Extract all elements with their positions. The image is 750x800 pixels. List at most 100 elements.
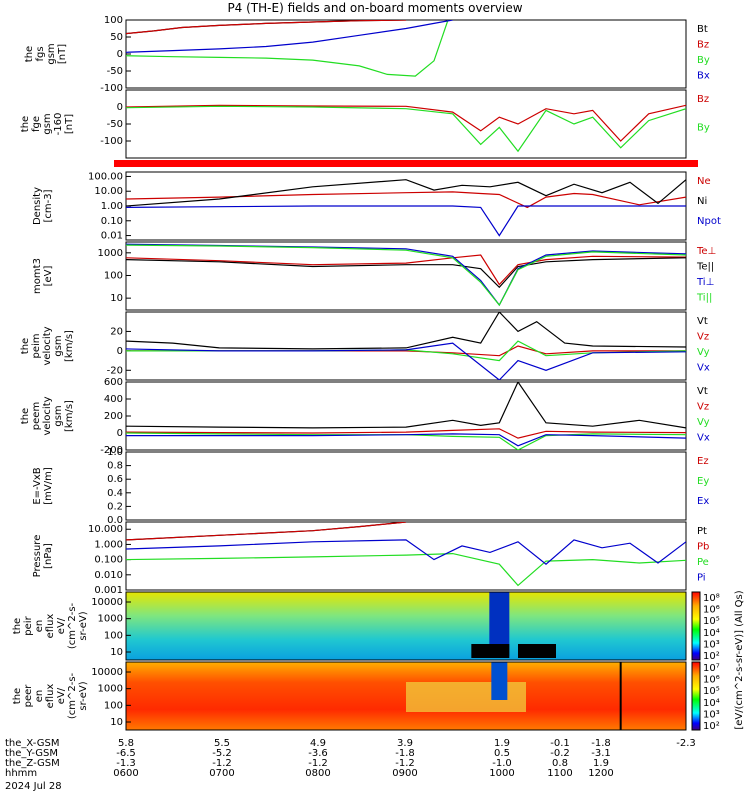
- x-row-label: the_X-GSM: [5, 738, 59, 749]
- legend-entry: Vy: [697, 417, 710, 428]
- y-axis-label: gsm: [53, 405, 64, 426]
- series-line-Ti⊥: [126, 243, 686, 307]
- legend-entry: Vt: [697, 386, 708, 397]
- panel-fge: [125, 89, 687, 159]
- colorbar-tick-label: 10⁸: [703, 593, 720, 604]
- series-line-Te⊥: [126, 254, 686, 286]
- legend-entry: Vx: [697, 362, 710, 373]
- legend-entry: Pe: [697, 557, 709, 568]
- spectrogram-gap: [489, 592, 510, 656]
- y-tick-label: -50: [107, 66, 123, 77]
- series-line-Ni: [126, 179, 686, 207]
- colorbar-tick-label: 10²: [703, 651, 720, 662]
- y-axis-label: (cm^2-s-: [67, 602, 78, 649]
- legend-entry: Te⊥: [696, 246, 716, 257]
- y-axis-label: gsm: [53, 335, 64, 356]
- y-axis-label: [km/s]: [64, 400, 75, 432]
- x-row-label: the_Z-GSM: [5, 758, 60, 769]
- legend-entry: Pb: [697, 541, 709, 552]
- y-tick-label: 100: [104, 270, 123, 281]
- series-line-Ti||: [126, 244, 686, 307]
- legend-entry: Bz: [697, 94, 709, 105]
- panel-frame: [125, 451, 687, 521]
- x-tick-label: 0.5: [494, 748, 510, 759]
- y-tick-label: 0.0: [107, 515, 123, 526]
- panel-fgs: [125, 19, 687, 89]
- y-tick-label: 100: [104, 630, 123, 641]
- y-tick-label: -200: [100, 445, 123, 456]
- panel-frame: [125, 591, 687, 661]
- y-tick-label: 400: [104, 394, 123, 405]
- y-axis-label: Density: [32, 187, 43, 225]
- panel-frame: [125, 521, 687, 591]
- legend-entry: Pi: [697, 572, 706, 583]
- colorbar-tick-label: 10²: [703, 721, 720, 732]
- y-tick-label: 1.00: [101, 201, 123, 212]
- x-tick-label: 0600: [113, 768, 138, 779]
- series-line-Vx: [126, 342, 686, 380]
- y-tick-label: 0: [117, 428, 123, 439]
- panel-density: [125, 171, 687, 241]
- legend-entry: Ni: [697, 196, 707, 207]
- y-axis-label: Pressure: [32, 535, 43, 578]
- y-axis-label: en: [34, 620, 45, 633]
- spectrogram-gap: [491, 662, 508, 700]
- y-tick-label: 0.4: [107, 488, 123, 499]
- y-tick-label: 0: [117, 102, 123, 113]
- x-tick-label: 5.5: [214, 738, 230, 749]
- y-axis-label: gsm: [46, 43, 57, 64]
- colorbar-tick-label: 10⁵: [703, 616, 720, 627]
- y-tick-label: 10: [110, 647, 123, 658]
- y-tick-label: -100: [100, 136, 123, 147]
- legend-entry: Vt: [697, 316, 708, 327]
- x-tick-label: -1.2: [212, 758, 232, 769]
- series-group-pressure: [126, 522, 686, 587]
- y-axis-label: [nT]: [57, 44, 68, 64]
- y-tick-label: 1000: [98, 614, 123, 625]
- series-line-Vz: [126, 428, 686, 439]
- series-line-Bz: [126, 20, 407, 35]
- y-axis-label: the: [20, 338, 31, 354]
- x-row-label: the_Y-GSM: [5, 748, 58, 759]
- legend-entry: Ne: [697, 176, 711, 187]
- legend-entry: Bt: [697, 24, 708, 35]
- y-tick-label: 1000: [98, 684, 123, 695]
- y-axis-label: velocity: [42, 326, 53, 365]
- legend-entry: Ey: [697, 476, 709, 487]
- y-axis-label: momt3: [32, 258, 43, 294]
- x-tick-label: 0.8: [552, 758, 568, 769]
- legend-entry: Vy: [697, 347, 710, 358]
- series-group-peem: [126, 382, 686, 450]
- y-tick-label: 10000: [91, 667, 123, 678]
- y-tick-label: 10: [110, 293, 123, 304]
- y-axis-label: [eV]: [43, 266, 54, 287]
- panel-peim: [125, 311, 687, 381]
- y-axis-label: peim: [31, 333, 42, 358]
- spectrogram-feature: [406, 682, 526, 712]
- x-tick-label: -0.1: [550, 738, 570, 749]
- panel-frame: [125, 241, 687, 311]
- y-tick-label: 100: [104, 15, 123, 26]
- date-label: 2024 Jul 28: [5, 781, 62, 792]
- y-axis-label: eV/: [56, 617, 67, 634]
- spectrogram-low-counts: [518, 644, 556, 658]
- panel-peer: [125, 661, 687, 731]
- x-tick-label: 1200: [588, 768, 613, 779]
- y-tick-label: 100: [104, 700, 123, 711]
- x-tick-label: 5.8: [118, 738, 134, 749]
- y-axis-label: eflux: [45, 614, 56, 639]
- y-tick-label: 0.8: [107, 461, 123, 472]
- legend-entry: Bz: [697, 39, 709, 50]
- y-axis-label: velocity: [42, 396, 53, 435]
- y-tick-label: 1.0: [107, 447, 123, 458]
- y-axis-label: fgs: [35, 46, 46, 61]
- x-tick-label: -1.8: [395, 748, 415, 759]
- y-axis-label: peer: [23, 684, 34, 708]
- y-tick-label: 0: [117, 346, 123, 357]
- colorbar-label: [eV/(cm^2-s-sr-eV)] (All Qs): [734, 590, 745, 729]
- y-tick-label: 0.6: [107, 474, 123, 485]
- y-tick-label: 50: [110, 32, 123, 43]
- series-line-Vt: [126, 382, 686, 429]
- y-axis-label: the: [20, 116, 31, 132]
